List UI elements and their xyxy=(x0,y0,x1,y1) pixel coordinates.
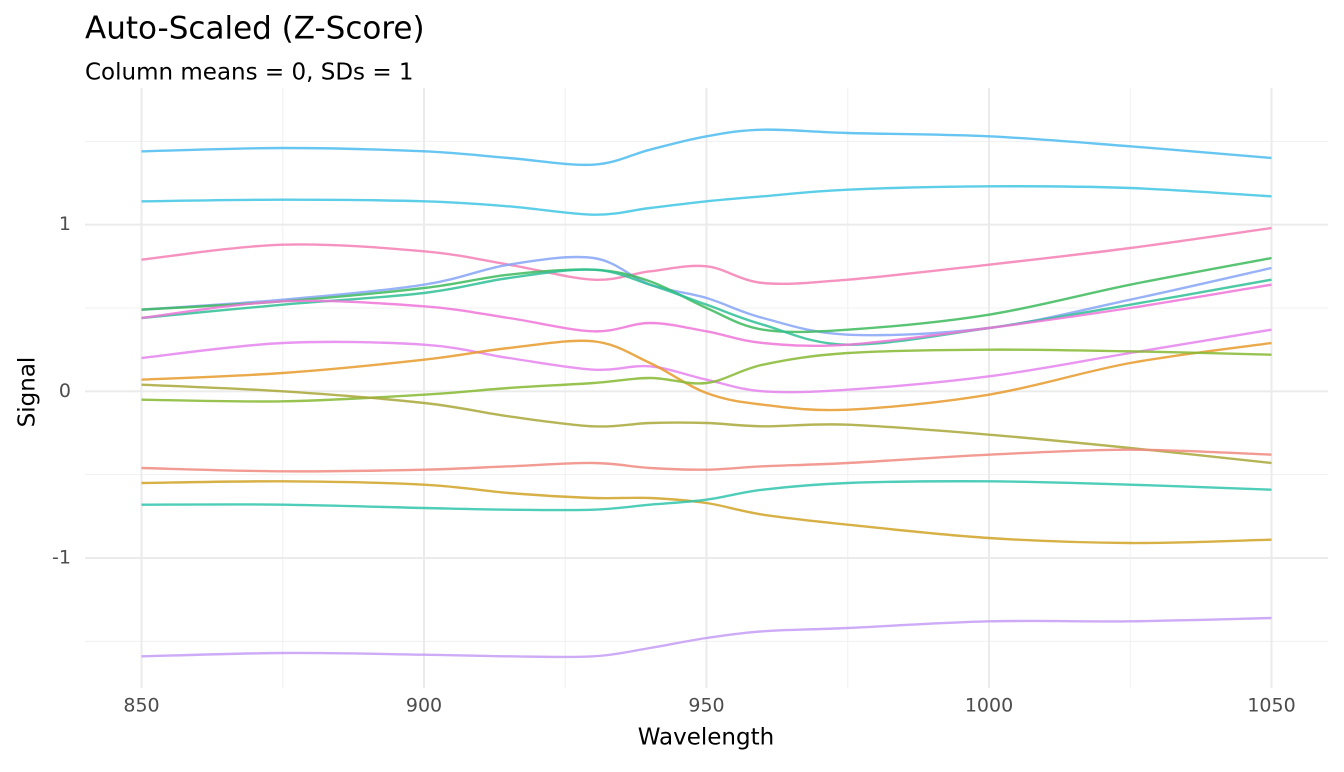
chart-subtitle: Column means = 0, SDs = 1 xyxy=(85,60,414,86)
chart-title: Auto-Scaled (Z-Score) xyxy=(85,11,425,47)
x-axis-title: Wavelength xyxy=(638,725,774,751)
series-line xyxy=(141,448,1272,473)
series-line xyxy=(141,128,1272,167)
x-tick-label: 900 xyxy=(406,695,442,717)
series-line xyxy=(141,480,1272,545)
y-axis-title: Signal xyxy=(15,357,41,428)
series-line xyxy=(141,616,1272,659)
series-line xyxy=(141,480,1272,512)
y-tick-label: 0 xyxy=(59,380,71,402)
series-line xyxy=(141,226,1272,286)
series-line xyxy=(141,283,1272,348)
y-tick-label: -1 xyxy=(52,547,71,569)
x-tick-label: 850 xyxy=(123,695,159,717)
series-line xyxy=(141,383,1272,465)
x-tick-label: 950 xyxy=(688,695,724,717)
y-tick-label: 1 xyxy=(59,213,71,235)
x-tick-label: 1050 xyxy=(1247,695,1295,717)
series-line xyxy=(141,185,1272,216)
series-line xyxy=(141,328,1272,394)
series-line xyxy=(141,339,1272,412)
x-tick-label: 1000 xyxy=(965,695,1013,717)
